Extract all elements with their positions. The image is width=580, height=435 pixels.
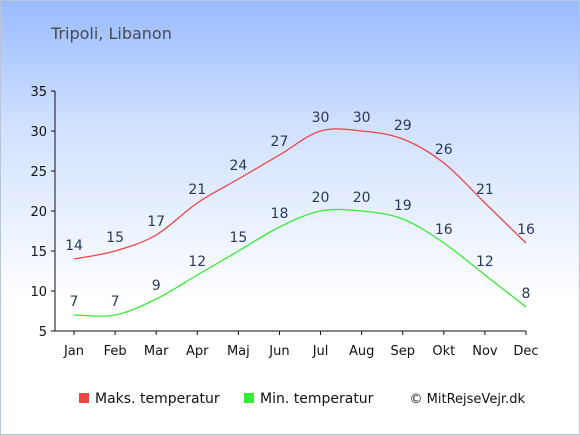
data-label: 21	[476, 182, 494, 198]
data-label: 21	[188, 182, 206, 198]
x-tick-label: Aug	[349, 344, 374, 359]
legend-label-max: Maks. temperatur	[95, 391, 220, 407]
data-label: 9	[152, 278, 161, 294]
x-tick-label: Nov	[472, 344, 498, 359]
y-tick-label: 35	[30, 85, 47, 100]
data-label: 7	[111, 294, 120, 310]
data-label: 26	[435, 142, 453, 158]
x-tick-label: Jun	[268, 344, 289, 359]
series-line-min	[73, 208, 527, 317]
data-label: 12	[476, 254, 494, 270]
x-tick-label: Dec	[513, 344, 538, 359]
data-label: 20	[312, 190, 330, 206]
x-tick-label: Maj	[227, 344, 250, 359]
data-label: 29	[394, 118, 412, 134]
y-tick-label: 25	[30, 165, 47, 180]
chart-title: Tripoli, Libanon	[50, 24, 172, 43]
data-label: 17	[147, 214, 165, 230]
series-line-max	[73, 128, 527, 260]
data-label: 14	[65, 238, 83, 254]
y-tick-label: 30	[30, 125, 47, 140]
data-label: 7	[70, 294, 79, 310]
data-label: 20	[353, 190, 371, 206]
x-tick-label: Apr	[186, 344, 209, 359]
y-tick-label: 5	[39, 325, 47, 340]
x-tick-label: Feb	[104, 344, 127, 359]
y-tick-label: 15	[30, 245, 47, 260]
y-tick-label: 20	[30, 205, 47, 220]
legend: Maks. temperatur Min. temperatur	[79, 391, 374, 407]
data-label: 18	[271, 206, 289, 222]
x-tick-label: Jul	[312, 344, 329, 359]
x-tick-label: Sep	[390, 344, 415, 359]
data-labels: 14 15 17 21 24 27 30 30 29 26 21 16 7 7 9 12 15 18 20 20 19 1…	[65, 110, 535, 310]
data-label: 15	[229, 230, 247, 246]
data-label: 24	[229, 158, 247, 174]
data-label: 27	[271, 134, 289, 150]
x-tick-label: Okt	[432, 344, 455, 359]
data-label: 16	[517, 222, 535, 238]
data-label: 30	[312, 110, 330, 126]
data-label: 15	[106, 230, 124, 246]
data-label: 30	[353, 110, 371, 126]
data-label: 12	[188, 254, 206, 270]
data-label: 8	[522, 286, 531, 302]
legend-label-min: Min. temperatur	[260, 391, 374, 407]
copyright-text: © MitRejseVejr.dk	[410, 392, 526, 407]
data-label: 19	[394, 198, 412, 214]
data-label: 16	[435, 222, 453, 238]
x-tick-label: Jan	[63, 344, 84, 359]
series-lines	[73, 128, 527, 317]
legend-swatch-min	[244, 393, 254, 403]
legend-swatch-max	[79, 393, 89, 403]
axes: 5 10 15 20 25 30 35 Jan Feb Mar Apr Maj Jun Jul Aug Sep…	[30, 85, 538, 359]
x-tick-label: Mar	[144, 344, 169, 359]
y-tick-label: 10	[30, 285, 47, 300]
